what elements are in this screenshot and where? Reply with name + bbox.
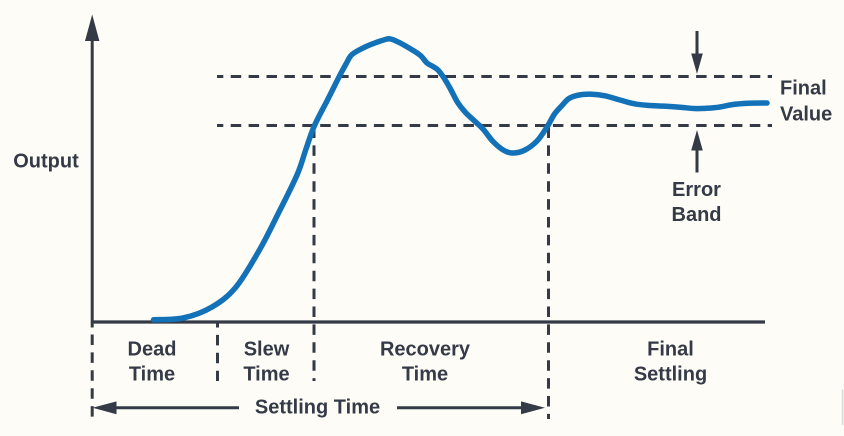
svg-text:Band: Band — [672, 204, 722, 226]
svg-text:Final: Final — [647, 339, 694, 361]
svg-text:Slew: Slew — [244, 339, 290, 361]
svg-text:Value: Value — [780, 103, 832, 125]
svg-text:Settling: Settling — [634, 364, 707, 386]
svg-text:Time: Time — [402, 364, 448, 386]
svg-text:Dead: Dead — [128, 339, 177, 361]
svg-text:Recovery: Recovery — [380, 339, 471, 361]
svg-text:Settling Time: Settling Time — [255, 397, 380, 419]
svg-text:Output: Output — [13, 151, 79, 173]
svg-text:Time: Time — [129, 364, 175, 386]
svg-text:Error: Error — [672, 179, 721, 201]
svg-text:Time: Time — [243, 364, 289, 386]
svg-text:Final: Final — [780, 78, 827, 100]
